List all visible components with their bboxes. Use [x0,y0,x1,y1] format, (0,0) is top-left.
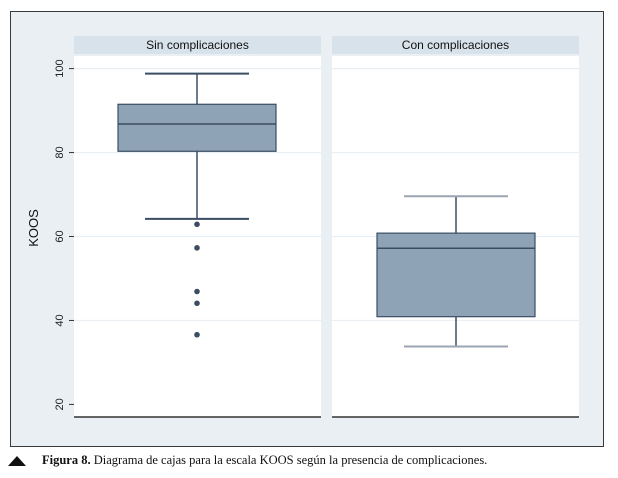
iqr-box [376,232,536,318]
outlier-point [194,288,200,295]
caption-label: Figura 8. [42,453,91,467]
outlier-point [194,331,200,338]
panel-title: Con complicaciones [402,38,509,52]
iqr-box [117,103,277,152]
y-axis-title: KOOS [26,209,41,247]
y-tick-label: 60 [54,230,66,242]
outlier-point [194,245,200,251]
figure-caption: Figura 8. Diagrama de cajas para la esca… [42,453,487,468]
y-tick-label: 100 [54,59,66,77]
y-tick-label: 80 [54,146,66,158]
y-tick-label: 40 [54,314,66,326]
caption-text: Diagrama de cajas para la escala KOOS se… [90,453,488,467]
triangle-marker-icon [8,456,26,466]
outlier-point [194,300,200,307]
panel-title-bar [332,36,579,54]
outlier-point [194,221,200,228]
panel-title-bar [74,36,321,54]
y-tick-label: 20 [54,398,66,410]
panel-title: Sin complicaciones [146,38,249,52]
